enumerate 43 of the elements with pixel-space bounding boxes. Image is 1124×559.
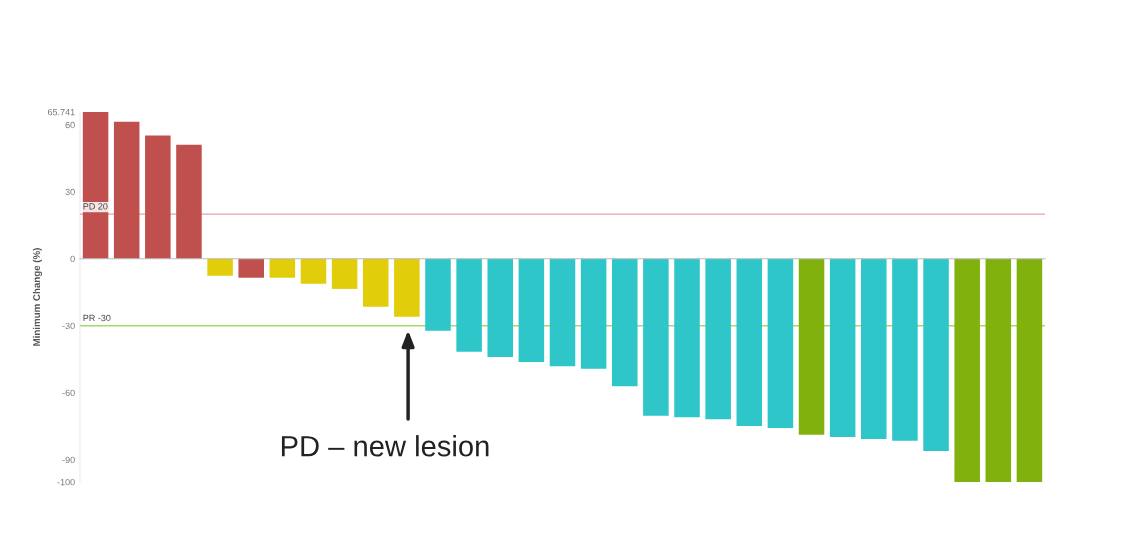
bar [985,258,1012,482]
bar [362,258,389,307]
bar [954,258,980,482]
bar [736,258,763,426]
y-tick-label: 65.741 [47,108,75,116]
bar [674,258,700,418]
bar [456,258,482,352]
bar [829,258,856,437]
bar [176,144,202,259]
y-tick-label: 30 [65,188,75,196]
bar [269,258,296,278]
y-axis-title: Minimum Change (%) [32,248,42,346]
bar [487,258,513,357]
bar [580,258,607,369]
ref-line-label: PD 20 [83,203,108,210]
y-tick-label: 0 [70,255,75,263]
bar [518,258,545,362]
bar [145,135,171,259]
y-tick-label: -90 [62,456,75,464]
bar [767,258,794,428]
y-tick-label: -100 [57,478,75,486]
bar [300,258,327,284]
ref-line-label: PR -30 [83,314,111,322]
bar [331,258,358,289]
bar [643,258,669,416]
y-tick-label: -30 [62,322,75,330]
annotation: PD – new lesion [281,435,489,457]
bar [1016,258,1043,482]
bar [394,258,420,317]
bar [705,258,731,420]
bar [549,258,576,367]
bar [612,258,638,387]
bar [113,121,140,259]
bar [892,258,918,441]
bar [923,258,949,451]
bar [861,258,887,439]
bar [207,258,233,276]
bar [798,258,825,435]
y-tick-label: -60 [62,389,75,397]
y-tick-label: 60 [65,121,75,129]
bar [82,112,109,259]
bar [238,258,264,278]
bar [425,258,451,331]
